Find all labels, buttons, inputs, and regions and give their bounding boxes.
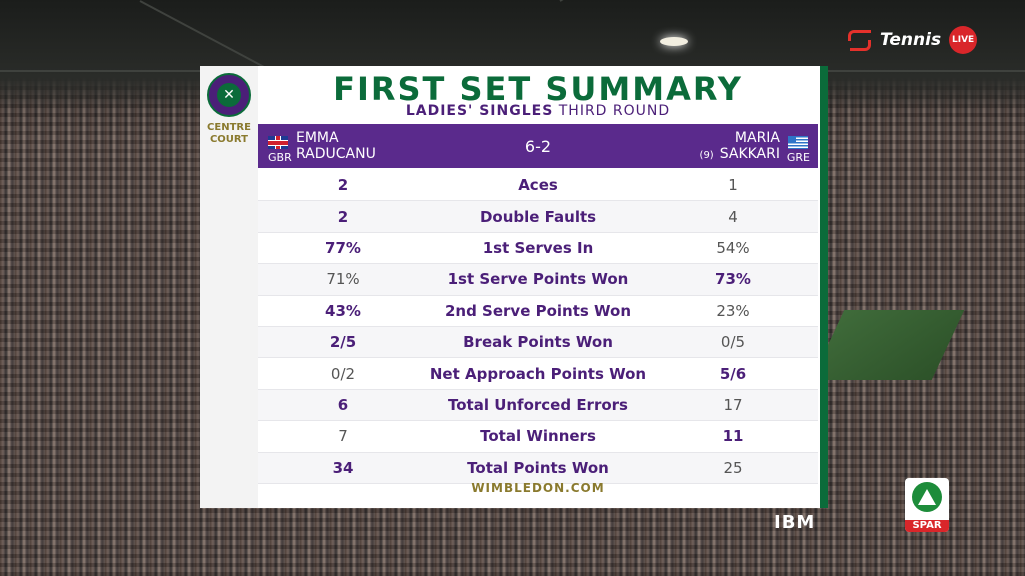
venue-label: CENTRE COURT [207,122,251,145]
website-footer: WIMBLEDON.COM [471,481,605,495]
left-country: GBR [268,151,292,164]
left-stat-value: 2 [337,176,349,195]
spar-logo: SPAR [905,478,949,532]
table-row: 6 Total Unforced Errors 17 [258,389,818,422]
table-row: 0/2 Net Approach Points Won 5/6 [258,358,818,390]
set-score: 6-2 [524,137,552,156]
left-stat-value: 77% [325,238,361,257]
stat-label: Break Points Won [463,333,613,352]
right-stat-value: 5/6 [719,364,747,383]
right-stat-value: 73% [715,270,751,289]
right-stat-value: 25 [723,458,743,477]
right-stat-value: 23% [716,301,750,320]
live-badge: LIVE [949,26,978,54]
right-stat-value: 54% [716,238,750,257]
left-stat-value: 7 [338,427,348,446]
stat-label: Double Faults [479,207,597,226]
event-subtitle: LADIES' SINGLES THIRD ROUND [405,103,671,119]
seed-badge: (9) [699,150,714,161]
broadcaster-logo: Tennis LIVE [846,26,978,54]
branding-column: ✕ CENTRE COURT [200,66,258,508]
table-row: 2/5 Break Points Won 0/5 [258,326,818,359]
stat-label: Total Winners [480,427,596,446]
right-stat-value: 17 [723,395,743,414]
page-title: FIRST SET SUMMARY [333,70,743,108]
supersport-icon [846,27,872,53]
right-stat-value: 1 [728,176,738,195]
left-player-name: EMMA RADUCANU [296,130,376,162]
set-summary-panel: ✕ CENTRE COURT FIRST SET SUMMARY LADIES'… [200,66,828,508]
stat-label: Total Points Won [467,458,609,477]
channel-name: Tennis [880,30,942,50]
right-stat-value: 11 [722,427,744,446]
spar-tree-icon [912,482,942,512]
right-stat-value: 0/5 [720,333,746,352]
stat-label: Aces [518,176,558,195]
ceiling-light [660,37,688,46]
stat-label: 1st Serves In [482,238,594,257]
flag-gre-icon [788,136,808,149]
table-row: 77% 1st Serves In 54% [258,232,818,265]
left-stat-value: 6 [337,395,349,414]
stat-label: 1st Serve Points Won [447,270,629,289]
flag-gbr-icon [268,136,288,149]
table-row: 71% 1st Serve Points Won 73% [258,264,818,296]
stat-label: Net Approach Points Won [429,364,647,383]
score-bar: GBR EMMA RADUCANU 6-2 MARIA (9) SAKKARI G… [258,124,818,168]
right-stat-value: 4 [728,207,738,226]
left-stat-value: 34 [332,458,354,477]
stat-label: Total Unforced Errors [448,395,628,414]
table-row: 2 Aces 1 [258,170,818,202]
left-stat-value: 2 [337,207,349,226]
wimbledon-crest-icon: ✕ [207,73,251,117]
ibm-logo: IBM [774,512,816,533]
left-stat-value: 71% [326,270,360,289]
left-stat-value: 0/2 [330,364,356,383]
left-stat-value: 43% [325,301,361,320]
right-country: GRE [786,151,810,164]
table-row: 7 Total Winners 11 [258,421,818,453]
table-row: 2 Double Faults 4 [258,201,818,233]
stat-label: 2nd Serve Points Won [444,301,632,320]
table-row: 34 Total Points Won 25 [258,452,818,484]
left-stat-value: 2/5 [329,333,357,352]
table-row: 43% 2nd Serve Points Won 23% [258,295,818,327]
right-player-name: MARIA (9) SAKKARI [699,130,780,162]
crossed-rackets-icon: ✕ [217,83,241,107]
stats-table: 2 Aces 1 2 Double Faults 4 77% 1st Serves In 54%… [258,170,818,484]
